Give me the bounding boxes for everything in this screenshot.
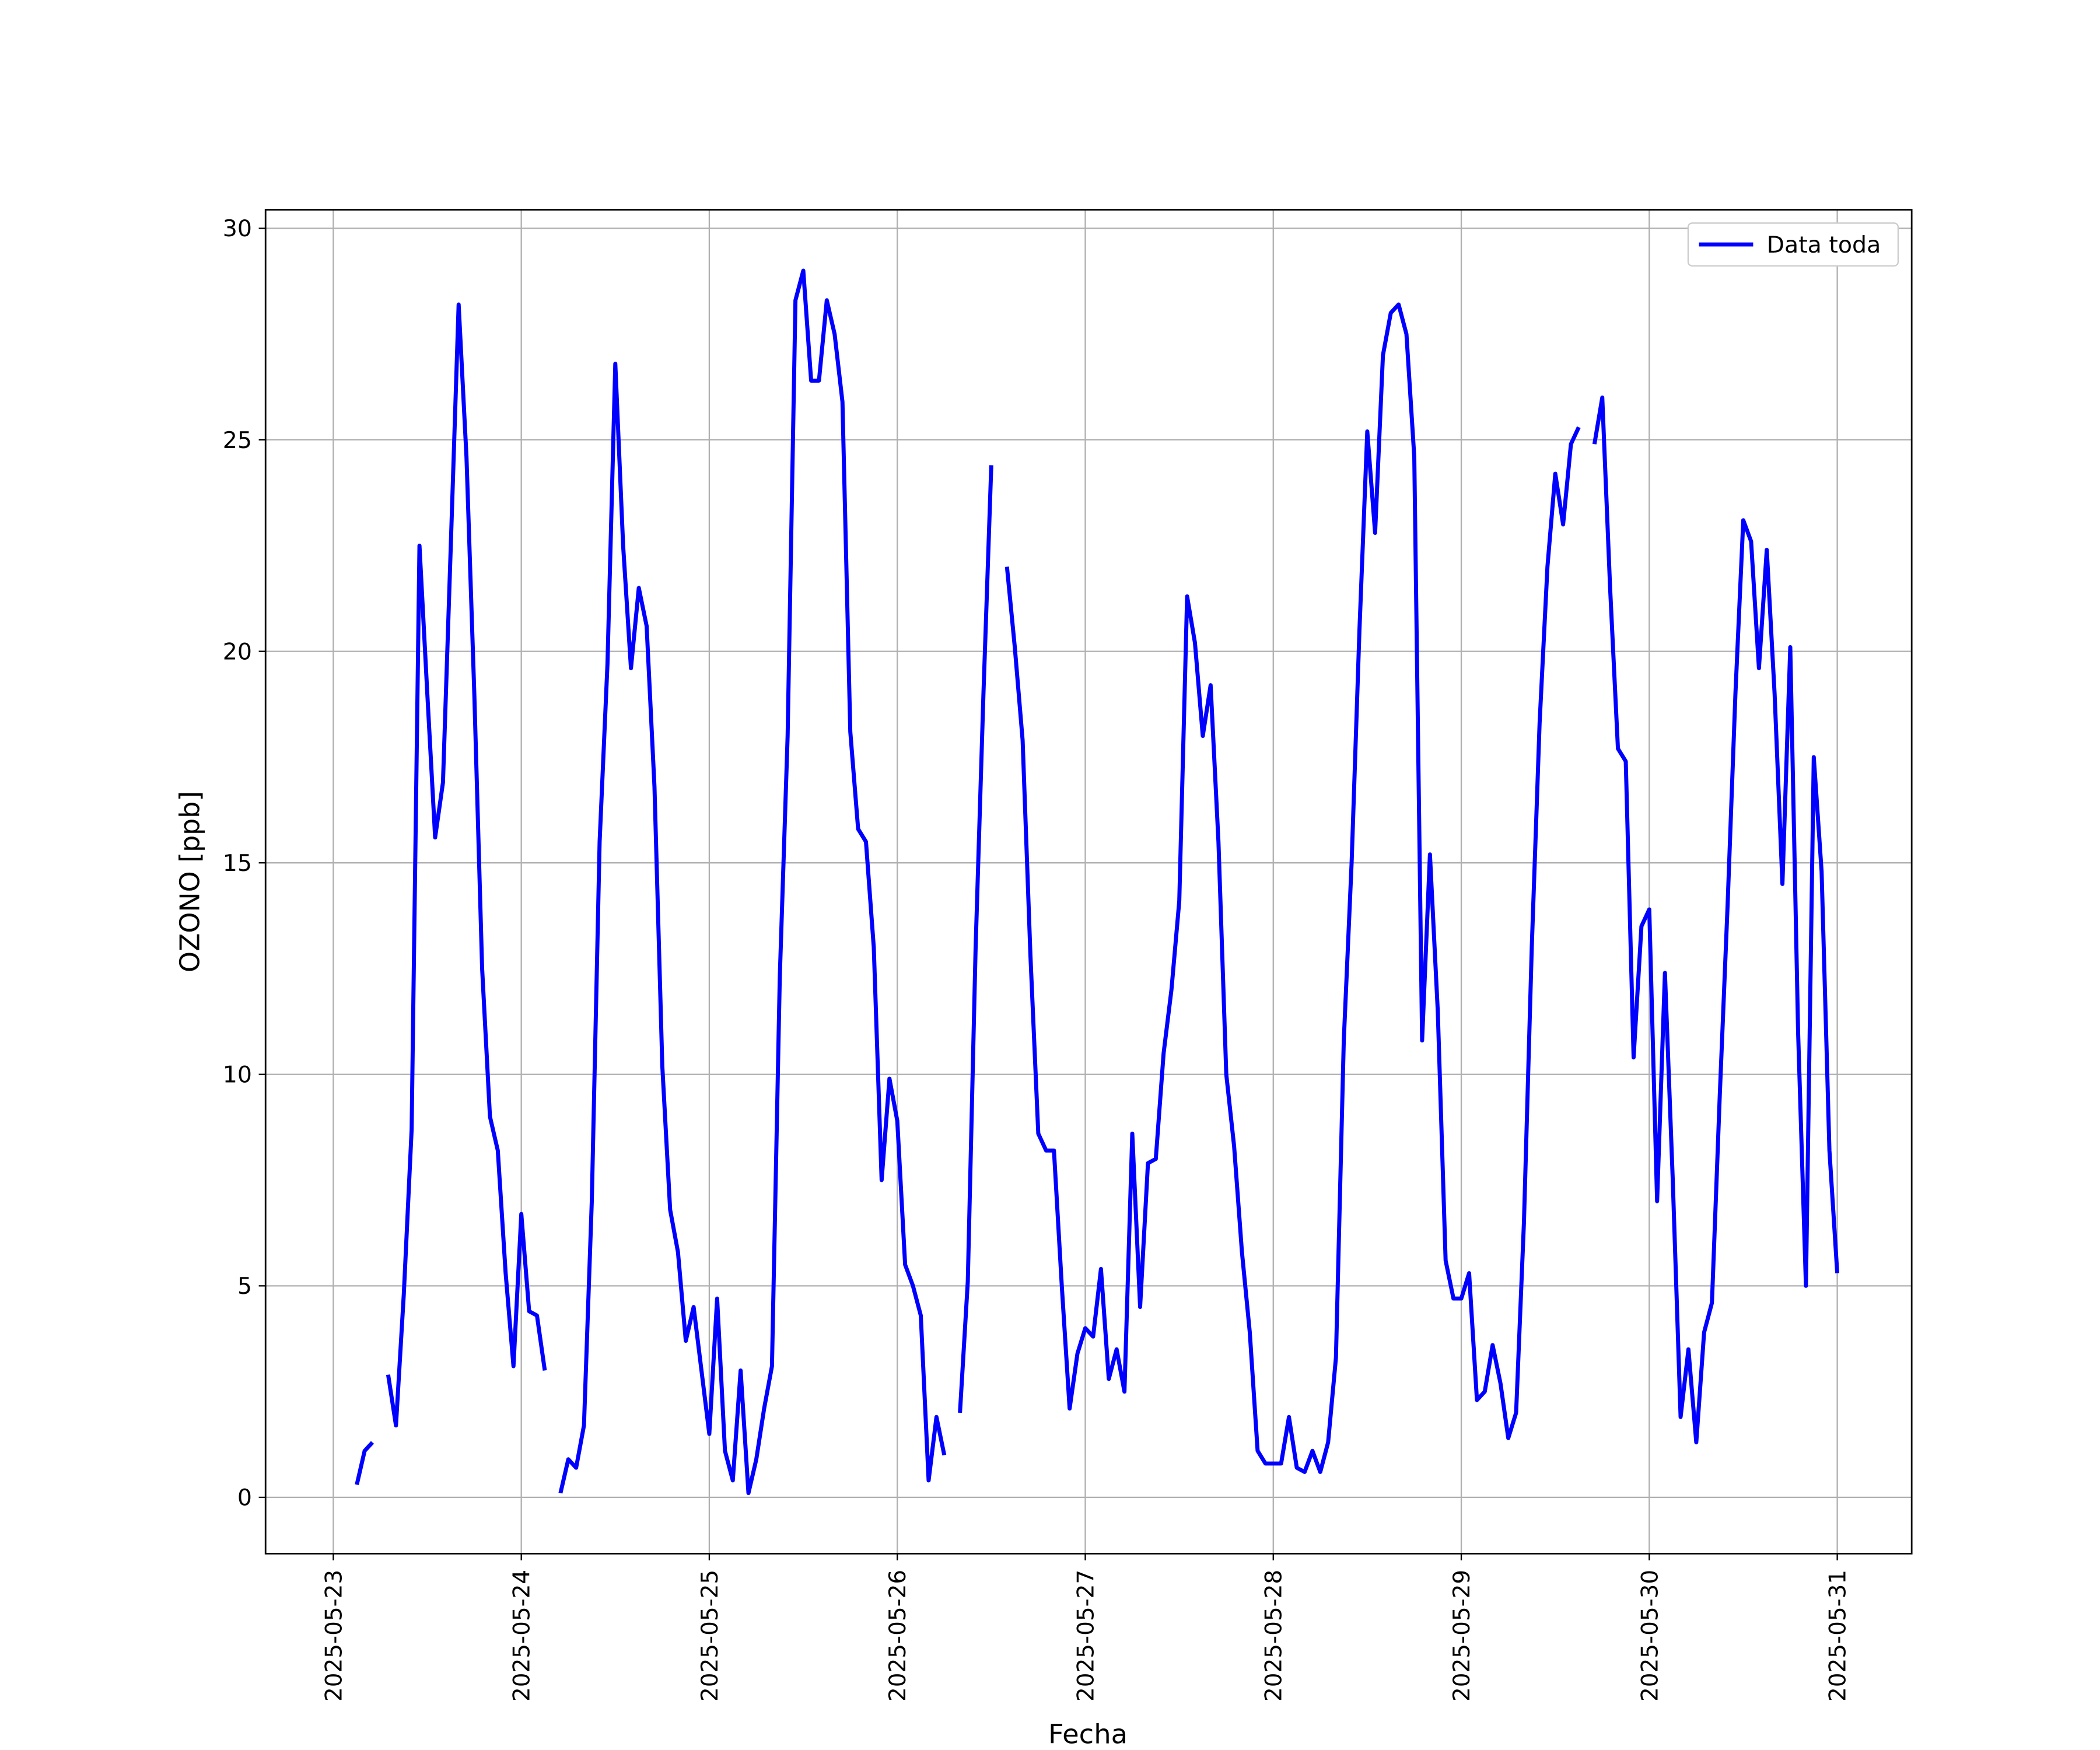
y-tick-label: 20 (223, 639, 252, 666)
x-tick-label: 2025-05-23 (321, 1570, 347, 1702)
data-line (355, 1441, 374, 1485)
x-tick-label: 2025-05-28 (1261, 1570, 1287, 1702)
data-line (558, 268, 947, 1496)
y-axis-label: OZONO [ppb] (174, 791, 205, 972)
y-tick-label: 10 (223, 1062, 252, 1088)
y-tick-label: 30 (223, 216, 252, 242)
y-tick-label: 5 (237, 1273, 252, 1300)
x-tick-label: 2025-05-25 (697, 1570, 723, 1702)
data-line (958, 465, 993, 1413)
x-tick-label: 2025-05-26 (885, 1570, 911, 1702)
x-tick-label: 2025-05-29 (1449, 1570, 1475, 1702)
legend-box (1687, 222, 1899, 267)
y-tick-label: 25 (223, 428, 252, 454)
y-tick-label: 0 (237, 1485, 252, 1511)
data-line (1005, 302, 1581, 1474)
x-tick-label: 2025-05-24 (509, 1570, 535, 1702)
x-tick-label: 2025-05-31 (1825, 1570, 1851, 1702)
y-tick-label: 15 (223, 850, 252, 877)
data-line (386, 302, 547, 1428)
legend-label: Data toda (1767, 232, 1881, 258)
x-axis-label: Fecha (1048, 1718, 1128, 1750)
x-tick-label: 2025-05-30 (1637, 1570, 1663, 1702)
data-line (1592, 396, 1840, 1445)
plot-frame (264, 209, 1913, 1555)
x-tick-label: 2025-05-27 (1073, 1570, 1099, 1702)
